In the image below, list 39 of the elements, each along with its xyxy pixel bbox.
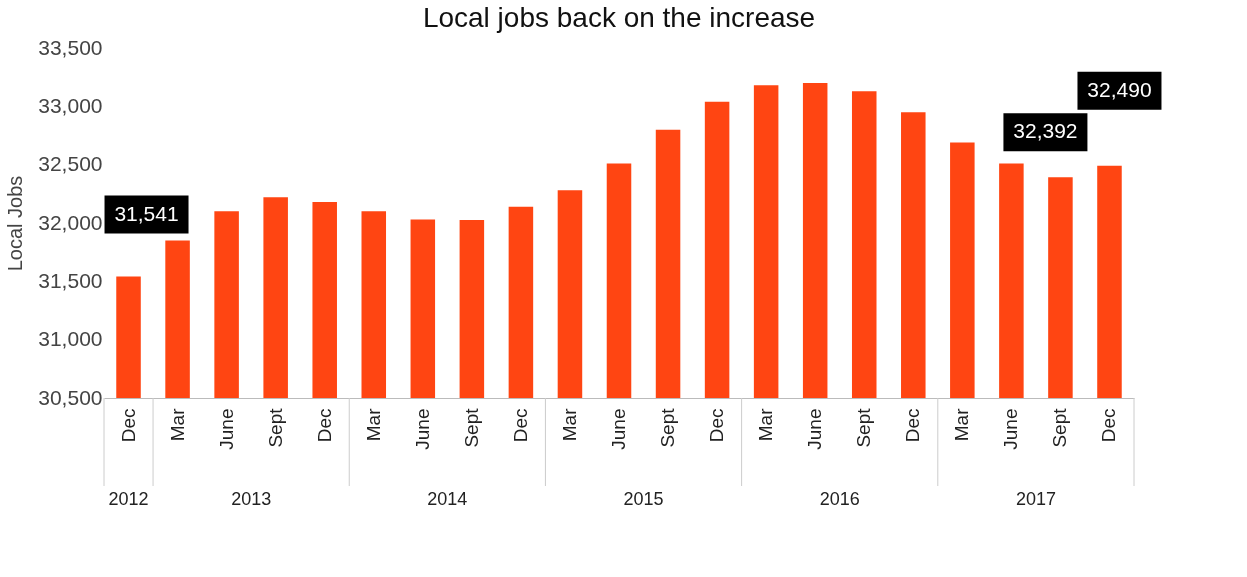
x-tick-label: Dec [117, 408, 139, 443]
x-tick-label: Sept [1049, 407, 1071, 448]
text: 2014 [427, 489, 468, 509]
text: 32,392 [1013, 119, 1078, 143]
y-axis-title: Local Jobs [4, 175, 27, 272]
chart-title: Local jobs back on the increase [422, 2, 816, 33]
x-tick-label: Sept [657, 407, 679, 448]
y-tick-label: 31,500 [38, 268, 103, 292]
x-tick-label: June [411, 408, 433, 450]
x-tick-label: Dec [313, 408, 335, 443]
x-tick-label: June [1000, 408, 1022, 450]
y-tick-label: 33,000 [38, 93, 103, 117]
x-tick-label: Sept [264, 407, 286, 448]
text: 2017 [1015, 489, 1056, 509]
y-tick-label: 32,500 [38, 152, 103, 176]
text: 2016 [819, 489, 860, 509]
x-tick-label: Dec [1098, 408, 1120, 443]
y-tick-label: 32,000 [38, 210, 103, 234]
x-tick-label: June [804, 408, 826, 450]
text: 32,490 [1087, 77, 1152, 101]
x-tick-label: Mar [755, 407, 777, 442]
x-tick-label: Sept [853, 407, 875, 448]
text: 2013 [231, 489, 272, 509]
text: 2012 [108, 489, 149, 509]
x-tick-label: Mar [362, 407, 384, 442]
x-tick-label: Sept [460, 407, 482, 448]
x-tick-label: June [608, 408, 629, 450]
x-tick-label: June [215, 408, 237, 450]
y-tick-label: 30,500 [38, 385, 103, 409]
x-tick-label: Dec [706, 408, 728, 443]
x-tick-label: Mar [558, 407, 580, 442]
x-tick-label: Dec [509, 408, 531, 443]
text: 2015 [623, 489, 664, 509]
text: 31,541 [114, 201, 179, 225]
x-tick-label: Mar [166, 407, 188, 442]
y-tick-label: 31,000 [38, 327, 103, 351]
y-tick-label: 33,500 [38, 35, 103, 59]
x-tick-label: Dec [902, 408, 924, 443]
x-tick-label: Mar [951, 407, 973, 442]
